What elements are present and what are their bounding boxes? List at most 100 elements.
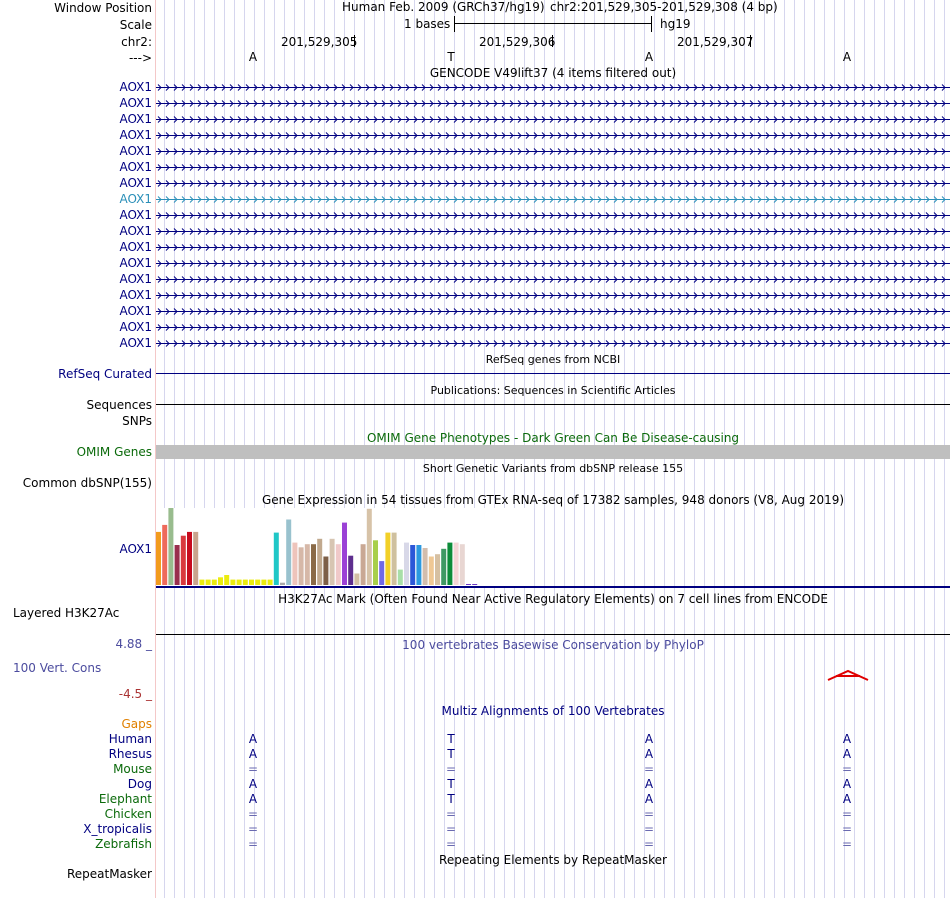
phylop-peak[interactable] — [827, 669, 869, 681]
gtex-tissue-bar[interactable] — [472, 584, 478, 585]
dbsnp-track-title[interactable]: Short Genetic Variants from dbSNP releas… — [422, 462, 684, 475]
gtex-tissue-bar[interactable] — [286, 519, 292, 586]
gene-intron-line[interactable] — [156, 209, 950, 221]
refseq-track-line[interactable] — [156, 373, 950, 374]
gencode-track-title[interactable]: GENCODE V49lift37 (4 items filtered out) — [429, 66, 677, 80]
gtex-tissue-bar[interactable] — [205, 579, 211, 585]
gene-label[interactable]: AOX1 — [119, 96, 152, 110]
gene-intron-line[interactable] — [156, 321, 950, 333]
gene-label[interactable]: AOX1 — [119, 336, 152, 350]
omim-gene-bar[interactable] — [156, 445, 950, 459]
publications-track-line[interactable] — [156, 404, 950, 405]
gene-intron-line[interactable] — [156, 177, 950, 189]
gtex-tissue-bar[interactable] — [453, 542, 459, 585]
gene-label[interactable]: AOX1 — [119, 112, 152, 126]
gtex-tissue-bar[interactable] — [218, 577, 223, 585]
gtex-tissue-bar[interactable] — [193, 531, 199, 585]
gtex-tissue-bar[interactable] — [323, 556, 329, 586]
gtex-tissue-bar[interactable] — [292, 542, 298, 585]
conservation-track-title[interactable]: 100 vertebrates Basewise Conservation by… — [402, 638, 704, 652]
gene-intron-line[interactable] — [156, 289, 950, 301]
gtex-tissue-bar[interactable] — [187, 531, 192, 585]
gene-intron-line[interactable] — [156, 225, 950, 237]
gtex-tissue-bar[interactable] — [329, 538, 335, 585]
gtex-tissue-bar[interactable] — [242, 579, 248, 585]
gene-label[interactable]: AOX1 — [119, 176, 152, 190]
gtex-tissue-bar[interactable] — [304, 544, 310, 585]
gtex-tissue-bar[interactable] — [255, 579, 261, 585]
gene-label[interactable]: AOX1 — [119, 80, 152, 94]
gtex-tissue-bar[interactable] — [385, 532, 391, 585]
gene-intron-line[interactable] — [156, 113, 950, 125]
gene-label[interactable]: AOX1 — [119, 320, 152, 334]
gtex-tissue-bar[interactable] — [317, 538, 323, 585]
gene-label[interactable]: AOX1 — [119, 128, 152, 142]
gtex-tissue-bar[interactable] — [410, 545, 416, 585]
gene-intron-line[interactable] — [156, 305, 950, 317]
h3k27ac-track-label[interactable]: Layered H3K27Ac — [13, 606, 120, 620]
gene-intron-line[interactable] — [156, 273, 950, 285]
snps-label[interactable]: SNPs — [122, 414, 152, 428]
gtex-expression-chart[interactable] — [156, 507, 950, 589]
publications-track-title[interactable]: Publications: Sequences in Scientific Ar… — [430, 384, 676, 397]
gtex-tissue-bar[interactable] — [156, 531, 161, 585]
gtex-tissue-bar[interactable] — [391, 532, 397, 585]
gtex-tissue-bar[interactable] — [230, 579, 236, 585]
gtex-tissue-bar[interactable] — [348, 555, 354, 585]
conservation-track-label[interactable]: 100 Vert. Cons — [13, 661, 102, 675]
gtex-tissue-bar[interactable] — [397, 569, 403, 585]
gene-intron-line[interactable] — [156, 81, 950, 93]
gtex-tissue-bar[interactable] — [211, 579, 217, 585]
gtex-tissue-bar[interactable] — [441, 548, 447, 585]
gene-label[interactable]: AOX1 — [119, 304, 152, 318]
gtex-tissue-bar[interactable] — [466, 584, 471, 585]
gtex-tissue-bar[interactable] — [224, 575, 230, 585]
gtex-tissue-bar[interactable] — [199, 579, 205, 585]
gtex-track-label[interactable]: AOX1 — [119, 542, 152, 556]
gtex-tissue-bar[interactable] — [168, 508, 174, 585]
gtex-tissue-bar[interactable] — [422, 548, 428, 585]
gtex-tissue-bar[interactable] — [174, 545, 180, 585]
gtex-tissue-bar[interactable] — [459, 544, 465, 585]
gene-intron-line[interactable] — [156, 193, 950, 205]
gene-label[interactable]: AOX1 — [119, 256, 152, 270]
gtex-tissue-bar[interactable] — [342, 522, 347, 585]
h3k27ac-track-title[interactable]: H3K27Ac Mark (Often Found Near Active Re… — [278, 592, 828, 606]
gtex-tissue-bar[interactable] — [273, 532, 279, 585]
gene-intron-line[interactable] — [156, 337, 950, 349]
gene-label[interactable]: AOX1 — [119, 160, 152, 174]
gtex-tissue-bar[interactable] — [404, 542, 409, 585]
gtex-tissue-bar[interactable] — [267, 579, 273, 585]
refseq-track-label[interactable]: RefSeq Curated — [58, 367, 152, 381]
gene-label[interactable]: AOX1 — [119, 224, 152, 238]
gene-label[interactable]: AOX1 — [119, 272, 152, 286]
gtex-tissue-bar[interactable] — [162, 524, 168, 585]
gtex-tissue-bar[interactable] — [236, 579, 242, 585]
gtex-tissue-bar[interactable] — [311, 544, 316, 585]
gene-label[interactable]: AOX1 — [119, 240, 152, 254]
gtex-tissue-bar[interactable] — [354, 573, 360, 586]
gene-intron-line[interactable] — [156, 161, 950, 173]
gtex-tissue-bar[interactable] — [280, 582, 285, 585]
repeatmasker-track-title[interactable]: Repeating Elements by RepeatMasker — [439, 853, 667, 867]
gtex-tissue-bar[interactable] — [416, 545, 422, 585]
gtex-tissue-bar[interactable] — [447, 542, 453, 585]
publications-track-label[interactable]: Sequences — [86, 398, 152, 412]
gene-label[interactable]: AOX1 — [119, 192, 152, 206]
dbsnp-track-label[interactable]: Common dbSNP(155) — [22, 476, 152, 490]
gtex-track-title[interactable]: Gene Expression in 54 tissues from GTEx … — [261, 493, 845, 507]
gtex-tissue-bar[interactable] — [428, 556, 434, 586]
gene-intron-line[interactable] — [156, 241, 950, 253]
gene-label[interactable]: AOX1 — [119, 208, 152, 222]
gene-label[interactable]: AOX1 — [119, 288, 152, 302]
gene-intron-line[interactable] — [156, 257, 950, 269]
gtex-tissue-bar[interactable] — [298, 547, 304, 585]
gtex-tissue-bar[interactable] — [249, 579, 254, 585]
omim-track-title[interactable]: OMIM Gene Phenotypes - Dark Green Can Be… — [366, 431, 740, 445]
gtex-tissue-bar[interactable] — [379, 561, 385, 585]
gtex-tissue-bar[interactable] — [335, 544, 341, 585]
gtex-tissue-bar[interactable] — [366, 508, 372, 585]
refseq-track-title[interactable]: RefSeq genes from NCBI — [485, 353, 621, 366]
gtex-tissue-bar[interactable] — [261, 579, 267, 585]
gtex-tissue-bar[interactable] — [360, 544, 366, 585]
